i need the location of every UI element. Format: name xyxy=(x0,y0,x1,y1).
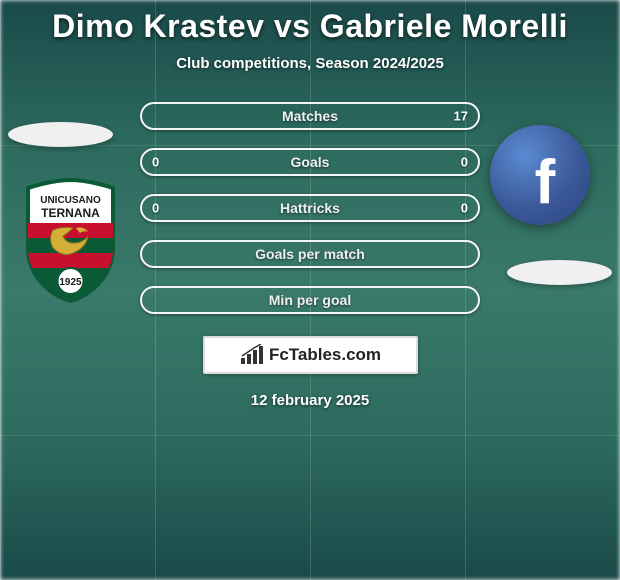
main-content: Dimo Krastev vs Gabriele Morelli Club co… xyxy=(0,0,620,409)
stat-row-goals: 0 Goals 0 xyxy=(140,148,480,176)
stat-row-matches: Matches 17 xyxy=(140,102,480,130)
bars-icon xyxy=(239,344,265,366)
stat-label: Goals per match xyxy=(255,246,365,262)
stat-label: Goals xyxy=(291,154,330,170)
page-title: Dimo Krastev vs Gabriele Morelli xyxy=(0,8,620,45)
page-subtitle: Club competitions, Season 2024/2025 xyxy=(0,55,620,72)
stat-row-min-per-goal: Min per goal xyxy=(140,286,480,314)
stat-right-value: 0 xyxy=(461,201,468,216)
stat-row-goals-per-match: Goals per match xyxy=(140,240,480,268)
stat-label: Matches xyxy=(282,108,338,124)
stats-container: Matches 17 0 Goals 0 0 Hattricks 0 Goals… xyxy=(140,102,480,314)
stat-label: Hattricks xyxy=(280,200,340,216)
stat-row-hattricks: 0 Hattricks 0 xyxy=(140,194,480,222)
stat-label: Min per goal xyxy=(269,292,351,308)
stat-right-value: 0 xyxy=(461,155,468,170)
site-name: FcTables.com xyxy=(269,345,381,365)
date-text: 12 february 2025 xyxy=(0,392,620,409)
stat-left-value: 0 xyxy=(152,155,159,170)
stat-right-value: 17 xyxy=(454,109,468,124)
stat-left-value: 0 xyxy=(152,201,159,216)
site-badge[interactable]: FcTables.com xyxy=(203,336,418,374)
